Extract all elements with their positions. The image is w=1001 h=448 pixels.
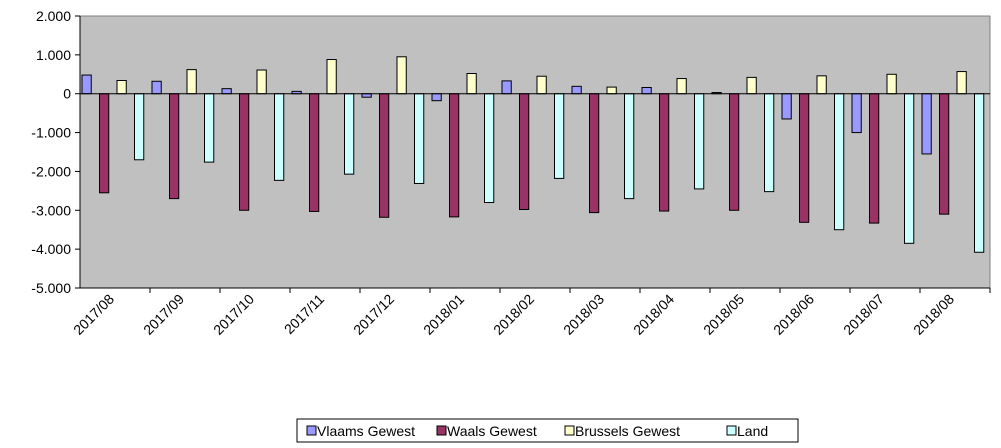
bar-vlaams-gewest-2017-09 — [151, 80, 162, 95]
legend-label: Vlaams Gewest — [317, 423, 415, 439]
bar-land-2017-09 — [204, 93, 215, 163]
y-tick-label: -3.000 — [31, 202, 71, 218]
bar-brussels-gewest-2017-11 — [326, 59, 337, 95]
bar-waals-gewest-2018-08 — [939, 93, 950, 215]
legend: Vlaams Gewest Waals Gewest Brussels Gewest… — [296, 418, 799, 443]
bar-waals-gewest-2017-12 — [379, 93, 390, 218]
y-tick-label: 0 — [63, 86, 71, 102]
y-tick-label: -1.000 — [31, 125, 71, 141]
bar-waals-gewest-2017-08 — [99, 93, 110, 194]
bar-vlaams-gewest-2018-01 — [431, 93, 442, 102]
bar-vlaams-gewest-2018-03 — [571, 85, 582, 95]
bar-brussels-gewest-2018-07 — [886, 73, 897, 95]
plot-area — [79, 15, 991, 289]
x-tick-label: 2018/05 — [700, 291, 747, 338]
y-tick-label: -5.000 — [31, 280, 71, 296]
bar-vlaams-gewest-2017-10 — [221, 88, 232, 95]
x-tick-label: 2017/08 — [70, 291, 117, 338]
bar-waals-gewest-2017-11 — [309, 93, 320, 212]
bar-land-2017-11 — [344, 93, 355, 175]
bar-waals-gewest-2018-03 — [589, 93, 600, 214]
legend-swatch — [436, 425, 447, 436]
bar-brussels-gewest-2018-02 — [536, 75, 547, 95]
x-tick-label: 2017/12 — [350, 291, 397, 338]
legend-swatch — [726, 425, 737, 436]
y-tick-label: 1.000 — [36, 47, 71, 63]
bar-brussels-gewest-2018-01 — [466, 73, 477, 95]
bar-land-2017-12 — [414, 93, 425, 184]
legend-box — [296, 418, 799, 443]
x-tick-label: 2018/04 — [630, 291, 677, 338]
bar-brussels-gewest-2018-06 — [816, 75, 827, 95]
bar-vlaams-gewest-2018-08 — [921, 93, 932, 155]
bar-vlaams-gewest-2017-08 — [81, 74, 92, 95]
bar-waals-gewest-2018-07 — [869, 93, 880, 224]
bar-brussels-gewest-2017-08 — [116, 80, 127, 95]
bar-brussels-gewest-2017-12 — [396, 56, 407, 95]
bar-brussels-gewest-2018-08 — [956, 71, 967, 95]
bar-land-2018-08 — [974, 93, 985, 253]
legend-swatch — [564, 425, 575, 436]
bars-group — [80, 56, 990, 253]
x-tick-label: 2018/02 — [490, 291, 537, 338]
legend-swatch — [306, 425, 317, 436]
bar-brussels-gewest-2017-10 — [256, 69, 267, 95]
bar-land-2018-06 — [834, 93, 845, 231]
bar-land-2018-07 — [904, 93, 915, 244]
bar-vlaams-gewest-2017-12 — [361, 93, 372, 98]
bar-brussels-gewest-2018-05 — [746, 76, 757, 95]
bar-vlaams-gewest-2018-06 — [781, 93, 792, 120]
legend-label: Brussels Gewest — [575, 423, 680, 439]
bar-brussels-gewest-2018-04 — [676, 78, 687, 95]
bar-waals-gewest-2017-10 — [239, 93, 250, 211]
legend-label: Land — [737, 423, 768, 439]
bar-land-2018-05 — [764, 93, 775, 193]
bar-land-2018-02 — [554, 93, 565, 179]
y-tick-label: -4.000 — [31, 241, 71, 257]
bar-land-2018-04 — [694, 93, 705, 190]
bar-brussels-gewest-2017-09 — [186, 69, 197, 95]
x-tick-label: 2018/01 — [420, 291, 467, 338]
bar-waals-gewest-2018-05 — [729, 93, 740, 211]
x-tick-label: 2018/07 — [840, 291, 887, 338]
bar-land-2017-08 — [134, 93, 145, 161]
bar-land-2018-03 — [624, 93, 635, 200]
bar-waals-gewest-2018-01 — [449, 93, 460, 218]
bar-waals-gewest-2017-09 — [169, 93, 180, 200]
x-tick-label: 2018/08 — [910, 291, 957, 338]
x-tick-label: 2017/09 — [140, 291, 187, 338]
bar-land-2017-10 — [274, 93, 285, 181]
y-tick-label: -2.000 — [31, 163, 71, 179]
bar-waals-gewest-2018-06 — [799, 93, 810, 223]
x-axis: 2017/08 2017/09 2017/10 2017/11 2017/12 2018/… — [70, 287, 991, 338]
legend-label: Waals Gewest — [447, 423, 537, 439]
bar-vlaams-gewest-2018-04 — [641, 87, 652, 95]
bar-brussels-gewest-2018-03 — [606, 86, 617, 95]
y-tick-label: 2.000 — [36, 8, 71, 24]
x-tick-label: 2017/11 — [281, 291, 328, 338]
bar-land-2018-01 — [484, 93, 495, 204]
x-tick-label: 2018/06 — [770, 291, 817, 338]
bar-vlaams-gewest-2018-02 — [501, 80, 512, 95]
x-tick-label: 2017/10 — [210, 291, 257, 338]
y-axis: 2.000 1.000 0 -1.000 -2.000 -3.000 -4.000 -5.00… — [31, 8, 81, 296]
bar-vlaams-gewest-2018-07 — [851, 93, 862, 134]
bar-waals-gewest-2018-02 — [519, 93, 530, 210]
bar-waals-gewest-2018-04 — [659, 93, 670, 212]
x-tick-label: 2018/03 — [560, 291, 607, 338]
